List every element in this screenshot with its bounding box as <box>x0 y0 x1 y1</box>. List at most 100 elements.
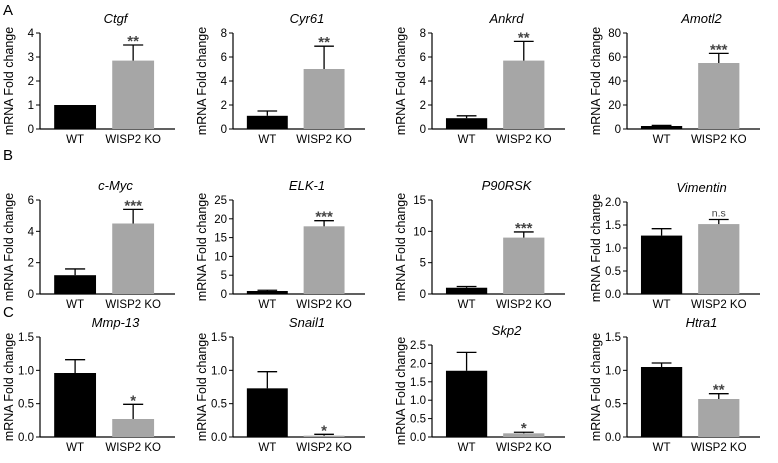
x-tick-label: WISP2 KO <box>691 299 747 311</box>
x-tick-label: WISP2 KO <box>496 442 552 454</box>
chart-title: Htra1 <box>686 315 718 330</box>
x-tick-label: WT <box>258 134 276 146</box>
x-tick-label: WISP2 KO <box>296 134 352 146</box>
chart-title: Ankrd <box>489 11 525 26</box>
bar-wisp2-ko <box>112 419 155 437</box>
chart-title: Ctgf <box>104 11 129 26</box>
y-tick-label: 1.0 <box>605 243 621 255</box>
x-tick-label: WISP2 KO <box>691 442 747 454</box>
significance-marker: * <box>321 422 327 439</box>
bar-wt <box>54 105 97 129</box>
bar-wisp2-ko <box>503 237 545 294</box>
panel-label-c: C <box>3 304 14 321</box>
chart-title: P90RSK <box>482 178 533 193</box>
y-tick-label: 2.0 <box>605 197 621 209</box>
y-tick-label: 4 <box>28 226 35 238</box>
y-tick-label: 0.0 <box>410 432 426 444</box>
y-tick-label: 40 <box>608 76 621 88</box>
y-tick-label: 0 <box>28 124 34 136</box>
bar-wisp2-ko <box>112 223 155 294</box>
y-axis-title: mRNA Fold change <box>195 193 209 301</box>
y-tick-label: 2.0 <box>410 358 426 370</box>
panel-label-a: A <box>3 2 14 19</box>
bar-wt <box>246 115 288 129</box>
x-tick-label: WISP2 KO <box>105 134 161 146</box>
y-axis-title: mRNA Fold change <box>2 193 16 301</box>
y-tick-label: 6 <box>221 52 227 64</box>
y-tick-label: 1.5 <box>410 377 426 389</box>
x-tick-label: WT <box>458 442 476 454</box>
chart-p90rsk: 0 5 10 15 mRNA Fold change P90RSK WT WISP2 KO **… <box>394 178 565 311</box>
significance-marker: n.s <box>712 207 726 219</box>
y-tick-label: 2.5 <box>410 340 426 352</box>
bar-wisp2-ko <box>303 69 345 129</box>
y-tick-label: 2 <box>28 76 34 88</box>
y-tick-label: 0 <box>28 289 34 301</box>
y-tick-label: 1.5 <box>605 332 621 344</box>
x-tick-label: WT <box>653 134 671 146</box>
chart-title: c-Myc <box>98 178 133 193</box>
y-tick-label: 4 <box>221 76 228 88</box>
y-tick-label: 0.0 <box>605 289 621 301</box>
significance-marker: *** <box>710 41 728 58</box>
chart-title: Cyr61 <box>290 11 325 26</box>
y-tick-label: 2 <box>28 258 34 270</box>
y-tick-label: 0 <box>615 124 621 136</box>
bar-wisp2-ko <box>503 60 545 129</box>
y-tick-label: 0.0 <box>605 432 621 444</box>
y-tick-label: 2 <box>221 100 227 112</box>
y-tick-label: 20 <box>608 100 621 112</box>
y-tick-label: 0 <box>221 289 227 301</box>
y-tick-label: 0.0 <box>18 432 34 444</box>
y-tick-label: 8 <box>420 28 426 40</box>
y-tick-label: 1 <box>28 100 34 112</box>
y-axis-title: mRNA Fold change <box>195 333 209 441</box>
significance-marker: ** <box>713 382 725 399</box>
y-tick-label: 0.5 <box>605 399 621 411</box>
chart-title: Amotl2 <box>680 11 722 26</box>
y-tick-label: 2 <box>420 100 426 112</box>
significance-marker: * <box>130 392 136 409</box>
y-axis-title: mRNA Fold change <box>394 193 408 301</box>
bar-wt <box>640 235 683 294</box>
bar-wt <box>445 287 488 294</box>
significance-marker: *** <box>315 209 333 226</box>
y-axis-title: mRNA Fold change <box>195 27 209 135</box>
y-tick-label: 5 <box>420 258 426 270</box>
x-tick-label: WT <box>458 134 476 146</box>
y-tick-label: 0 <box>420 124 426 136</box>
x-tick-label: WISP2 KO <box>691 134 747 146</box>
y-tick-label: 6 <box>420 52 426 64</box>
bar-wt <box>445 370 488 437</box>
y-tick-label: 1.0 <box>211 365 227 377</box>
x-tick-label: WT <box>458 299 476 311</box>
bar-wt <box>54 275 97 294</box>
x-tick-label: WT <box>66 299 84 311</box>
y-tick-label: 3 <box>28 52 34 64</box>
significance-marker: ** <box>127 33 139 50</box>
significance-marker: * <box>521 420 527 437</box>
y-tick-label: 4 <box>28 28 35 40</box>
chart-amotl2: 0 20 40 60 80 mRNA Fold change Amotl2 WT WISP2 K… <box>589 11 760 146</box>
y-axis-title: mRNA Fold change <box>2 27 16 135</box>
y-tick-label: 0.5 <box>605 266 621 278</box>
y-axis-title: mRNA Fold change <box>2 333 16 441</box>
y-tick-label: 10 <box>413 226 426 238</box>
y-tick-label: 1.5 <box>211 332 227 344</box>
y-tick-label: 0 <box>420 289 426 301</box>
significance-marker: *** <box>124 197 142 214</box>
x-tick-label: WT <box>258 299 276 311</box>
y-tick-label: 25 <box>214 195 227 207</box>
panel-label-b: B <box>3 147 14 164</box>
chart-ctgf: 0 1 2 3 4 mRNA Fold change Ctgf WT WISP2 KO ** <box>2 11 175 146</box>
x-tick-label: WT <box>66 442 84 454</box>
y-tick-label: 80 <box>608 28 621 40</box>
chart-elk-1: 0 5 10 15 20 25 mRNA Fold change ELK-1 WT WISP2 K… <box>195 178 365 311</box>
chart-title: ELK-1 <box>289 178 325 193</box>
chart-title: Skp2 <box>492 323 522 338</box>
